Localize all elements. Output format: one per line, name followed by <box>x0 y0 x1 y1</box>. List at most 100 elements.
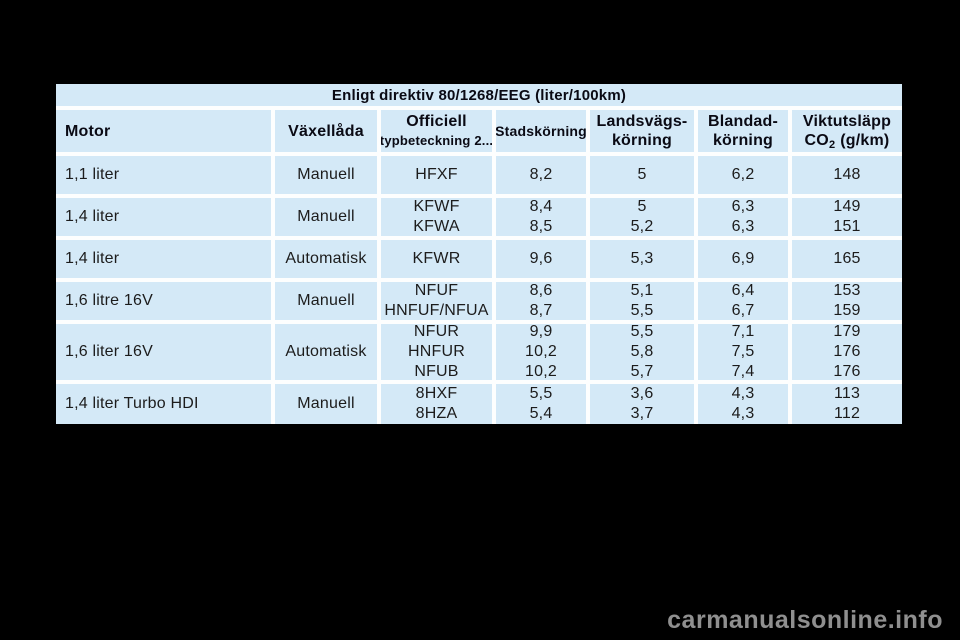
type-code: 8HXF <box>415 385 458 402</box>
type-code-cell: KFWR <box>381 240 492 278</box>
co2-value: 148 <box>833 166 861 183</box>
co2-value: 159 <box>833 302 861 319</box>
combined-value: 4,3 <box>731 405 755 422</box>
co2-value: 149 <box>833 198 861 215</box>
co2-value: 112 <box>833 405 861 422</box>
extra-urban-value: 5,2 <box>630 218 654 235</box>
col-header-extra-urban: Landsvägs- körning <box>590 110 694 152</box>
combined-cell: 6,2 <box>698 156 788 194</box>
urban-value: 8,5 <box>529 218 553 235</box>
combined-value: 6,3 <box>731 198 755 215</box>
co2-unit: (g/km) <box>840 132 890 149</box>
gearbox-label: Automatisk <box>285 250 367 267</box>
co2-value: 165 <box>833 250 861 267</box>
gearbox-label: Automatisk <box>285 343 367 360</box>
urban-cell: 8,2 <box>496 156 586 194</box>
co2-cell: 148 <box>792 156 902 194</box>
co2-cell: 165 <box>792 240 902 278</box>
extra-urban-value: 5 <box>637 198 647 215</box>
combined-value: 6,2 <box>731 166 755 183</box>
extra-urban-value: 3,6 <box>630 385 654 402</box>
urban-cell: 9,9 10,2 10,2 <box>496 324 586 380</box>
extra-urban-value: 5,7 <box>630 363 654 380</box>
combined-value: 7,4 <box>731 363 755 380</box>
motor-cell: 1,4 liter <box>56 240 271 278</box>
gearbox-label: Manuell <box>297 292 355 309</box>
urban-cell: 9,6 <box>496 240 586 278</box>
motor-label: 1,4 liter <box>65 250 120 267</box>
urban-value: 5,5 <box>529 385 553 402</box>
col-header-combined-line1: Blandad- <box>707 113 779 130</box>
urban-cell: 5,5 5,4 <box>496 384 586 424</box>
watermark: carmanualsonline.info <box>667 606 943 634</box>
col-header-motor-label: Motor <box>65 122 111 140</box>
co2-value: 179 <box>833 324 861 340</box>
extra-urban-value: 5,1 <box>630 282 654 299</box>
col-header-urban: Stadskörning <box>496 110 586 152</box>
motor-label: 1,6 litre 16V <box>65 292 153 309</box>
co2-value: 176 <box>833 363 861 380</box>
urban-value: 8,2 <box>529 166 553 183</box>
motor-label: 1,4 liter Turbo HDI <box>65 395 199 412</box>
type-code: KFWF <box>413 198 460 215</box>
extra-urban-value: 3,7 <box>630 405 654 422</box>
gearbox-label: Manuell <box>297 166 355 183</box>
type-code: NFUF <box>414 282 459 299</box>
co2-value: 153 <box>833 282 861 299</box>
urban-value: 9,6 <box>529 250 553 267</box>
extra-urban-cell: 5,1 5,5 <box>590 282 694 320</box>
co2-subscript: 2 <box>828 139 836 151</box>
gearbox-cell: Manuell <box>275 198 377 236</box>
type-code-cell: 8HXF 8HZA <box>381 384 492 424</box>
extra-urban-cell: 3,6 3,7 <box>590 384 694 424</box>
co2-value: 151 <box>833 218 861 235</box>
motor-cell: 1,1 liter <box>56 156 271 194</box>
extra-urban-cell: 5 5,2 <box>590 198 694 236</box>
gearbox-label: Manuell <box>297 208 355 225</box>
col-header-official-type: Officiell typbeteckning 2... <box>381 110 492 152</box>
gearbox-cell: Automatisk <box>275 324 377 380</box>
type-code: KFWR <box>412 250 461 267</box>
extra-urban-value: 5 <box>637 166 647 183</box>
col-header-motor: Motor <box>56 110 271 152</box>
type-code: 8HZA <box>415 405 458 422</box>
combined-value: 6,7 <box>731 302 755 319</box>
combined-cell: 6,4 6,7 <box>698 282 788 320</box>
co2-value: 176 <box>833 343 861 360</box>
urban-value: 10,2 <box>525 343 557 360</box>
extra-urban-cell: 5,5 5,8 5,7 <box>590 324 694 380</box>
col-header-urban-label: Stadskörning <box>496 122 586 139</box>
urban-value: 9,9 <box>529 324 553 340</box>
combined-value: 6,4 <box>731 282 755 299</box>
urban-value: 8,4 <box>529 198 553 215</box>
motor-label: 1,4 liter <box>65 208 120 225</box>
motor-cell: 1,6 liter 16V <box>56 324 271 380</box>
gearbox-cell: Manuell <box>275 156 377 194</box>
urban-value: 5,4 <box>529 405 553 422</box>
fuel-consumption-table: Enligt direktiv 80/1268/EEG (liter/100km… <box>56 84 902 424</box>
co2-cell: 179 176 176 <box>792 324 902 380</box>
urban-value: 8,6 <box>529 282 553 299</box>
col-header-official-line2: typbeteckning 2... <box>381 133 492 148</box>
co2-value: 113 <box>833 385 861 402</box>
type-code: NFUR <box>413 324 460 340</box>
combined-cell: 6,9 <box>698 240 788 278</box>
motor-cell: 1,6 litre 16V <box>56 282 271 320</box>
col-header-gearbox-label: Växellåda <box>288 122 364 140</box>
combined-value: 6,9 <box>731 250 755 267</box>
extra-urban-cell: 5 <box>590 156 694 194</box>
co2-cell: 149 151 <box>792 198 902 236</box>
co2-cell: 153 159 <box>792 282 902 320</box>
table-title: Enligt direktiv 80/1268/EEG (liter/100km… <box>56 84 902 106</box>
type-code: NFUB <box>414 363 459 380</box>
col-header-extra-urban-line2: körning <box>611 132 673 149</box>
motor-label: 1,1 liter <box>65 166 120 183</box>
motor-cell: 1,4 liter <box>56 198 271 236</box>
col-header-combined: Blandad- körning <box>698 110 788 152</box>
co2-cell: 113 112 <box>792 384 902 424</box>
type-code-cell: NFUF HNFUF/NFUA <box>381 282 492 320</box>
extra-urban-value: 5,5 <box>630 324 654 340</box>
urban-value: 8,7 <box>529 302 553 319</box>
urban-value: 10,2 <box>525 363 557 380</box>
